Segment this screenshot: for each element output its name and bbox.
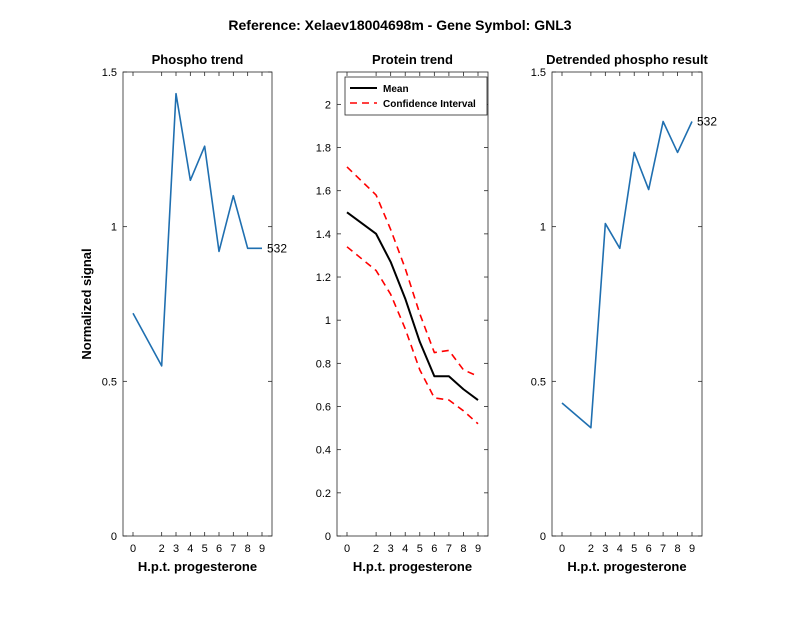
x-tick-label: 6: [646, 543, 652, 555]
x-tick-label: 7: [660, 543, 666, 555]
y-tick-label: 1.2: [316, 272, 331, 284]
series-end-label: 532: [697, 114, 717, 128]
x-axis-label: H.p.t. progesterone: [353, 559, 472, 574]
y-tick-label: 1: [540, 222, 546, 234]
x-tick-label: 9: [475, 543, 481, 555]
y-tick-label: 0: [325, 531, 331, 543]
x-tick-label: 4: [402, 543, 408, 555]
y-tick-label: 1.8: [316, 143, 331, 155]
y-tick-label: 0.8: [316, 358, 331, 370]
y-tick-label: 0.4: [316, 445, 331, 457]
x-tick-label: 4: [617, 543, 623, 555]
legend: Mean Confidence Interval: [344, 76, 488, 116]
y-tick-label: 2: [325, 99, 331, 111]
x-tick-label: 5: [202, 543, 208, 555]
y-tick-label: 0.2: [316, 488, 331, 500]
x-tick-label: 6: [431, 543, 437, 555]
series-line-0: [132, 92, 262, 367]
x-axis-label: H.p.t. progesterone: [567, 559, 686, 574]
x-tick-label: 3: [388, 543, 394, 555]
series-end-label: 532: [267, 241, 287, 255]
y-tick-label: 1.5: [102, 67, 117, 79]
y-tick-label: 1.4: [316, 229, 331, 241]
legend-label: Confidence Interval: [383, 99, 476, 110]
series-line-1: [346, 166, 479, 378]
x-tick-label: 2: [588, 543, 594, 555]
x-tick-label: 4: [187, 543, 193, 555]
y-tick-label: 1: [111, 222, 117, 234]
series-line-2: [346, 246, 479, 425]
x-tick-label: 9: [689, 543, 695, 555]
panel-title: Phospho trend: [152, 52, 244, 67]
x-tick-label: 5: [417, 543, 423, 555]
x-tick-label: 2: [159, 543, 165, 555]
legend-label: Mean: [383, 84, 409, 95]
panel-title: Detrended phospho result: [546, 52, 708, 67]
y-tick-label: 1.6: [316, 186, 331, 198]
x-tick-label: 5: [631, 543, 637, 555]
x-axis-label: H.p.t. progesterone: [138, 559, 257, 574]
y-tick-label: 1.5: [531, 67, 546, 79]
x-tick-label: 6: [216, 543, 222, 555]
x-tick-label: 9: [259, 543, 265, 555]
y-tick-label: 0.5: [531, 376, 546, 388]
y-tick-label: 0.6: [316, 402, 331, 414]
series-line-0: [346, 211, 479, 401]
figure-title: Reference: Xelaev18004698m - Gene Symbol…: [228, 17, 571, 33]
y-tick-label: 0: [111, 531, 117, 543]
x-tick-label: 7: [446, 543, 452, 555]
x-tick-label: 8: [245, 543, 251, 555]
x-tick-label: 8: [460, 543, 466, 555]
axes-box: [122, 71, 273, 537]
series-line-0: [561, 120, 693, 429]
x-tick-label: 7: [230, 543, 236, 555]
axes-box: [551, 71, 703, 537]
phospho-trend-panel: Phospho trend 0 2 3 4 5 6 7 8 9 0 0.5 1 1.5 H.p.t. pro…: [79, 52, 287, 574]
y-axis-label: Normalized signal: [79, 248, 94, 359]
y-tick-label: 1: [325, 315, 331, 327]
x-tick-label: 0: [130, 543, 136, 555]
x-tick-label: 0: [559, 543, 565, 555]
y-tick-label: 0.5: [102, 376, 117, 388]
x-tick-label: 2: [373, 543, 379, 555]
x-tick-label: 8: [674, 543, 680, 555]
y-tick-label: 0: [540, 531, 546, 543]
axes-box: [336, 71, 489, 537]
detrended-phospho-panel: Detrended phospho result 0 2 3 4 5 6 7 8 9 0 0.5 1 1.…: [531, 52, 718, 574]
x-tick-label: 3: [173, 543, 179, 555]
panel-title: Protein trend: [372, 52, 453, 67]
x-tick-label: 3: [602, 543, 608, 555]
legend-box: [344, 76, 488, 116]
x-tick-label: 0: [344, 543, 350, 555]
